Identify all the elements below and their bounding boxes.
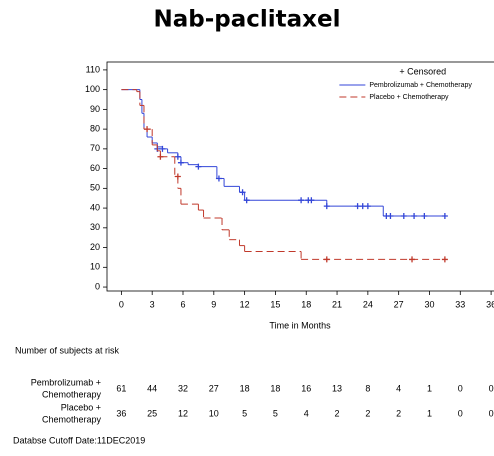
censor-mark (144, 126, 151, 133)
risk-row-label: Pembrolizumab + (31, 377, 101, 387)
censor-mark (411, 212, 418, 219)
censor-mark (421, 212, 428, 219)
risk-count: 5 (242, 408, 247, 418)
y-tick-label: 80 (90, 123, 100, 133)
x-axis-label: Time in Months (269, 320, 331, 330)
risk-count: 0 (489, 383, 494, 393)
y-tick-label: 100 (85, 84, 100, 94)
x-tick-label: 15 (270, 299, 280, 309)
censor-mark (441, 212, 448, 219)
censor-mark (243, 197, 250, 204)
censor-mark (441, 256, 448, 263)
x-tick-label: 21 (332, 299, 342, 309)
censor-mark (409, 256, 416, 263)
risk-count: 4 (396, 383, 401, 393)
risk-count: 18 (240, 383, 250, 393)
risk-count: 2 (365, 408, 370, 418)
x-tick-label: 24 (363, 299, 373, 309)
risk-count: 25 (147, 408, 157, 418)
risk-row-label: Chemotherapy (42, 389, 102, 399)
x-tick-label: 6 (180, 299, 185, 309)
risk-count: 27 (209, 383, 219, 393)
censor-mark (157, 153, 164, 160)
risk-count: 10 (209, 408, 219, 418)
risk-count: 0 (489, 408, 494, 418)
y-tick-label: 70 (90, 143, 100, 153)
risk-count: 4 (304, 408, 309, 418)
y-tick-label: 60 (90, 163, 100, 173)
x-tick-label: 33 (455, 299, 465, 309)
censor-mark (400, 212, 407, 219)
risk-count: 5 (273, 408, 278, 418)
censor-mark (174, 153, 181, 160)
x-tick-label: 18 (301, 299, 311, 309)
risk-count: 13 (332, 383, 342, 393)
y-tick-label: 40 (90, 202, 100, 212)
censor-mark (215, 175, 222, 182)
x-tick-label: 9 (211, 299, 216, 309)
y-tick-label: 110 (86, 64, 100, 74)
y-tick-label: 10 (90, 262, 100, 272)
y-tick-label: 90 (90, 104, 100, 114)
risk-count: 32 (178, 383, 188, 393)
censor-mark (174, 173, 181, 180)
x-tick-label: 36 (486, 299, 494, 309)
censor-mark (387, 212, 394, 219)
risk-table-title: Number of subjects at risk (15, 345, 120, 355)
legend-label: Placebo + Chemotherapy (369, 94, 449, 101)
risk-count: 16 (301, 383, 311, 393)
legend-title: + Censored (399, 66, 446, 76)
y-tick-label: 30 (90, 222, 100, 232)
risk-count: 2 (396, 408, 401, 418)
y-tick-label: 20 (90, 242, 100, 252)
risk-count: 0 (458, 408, 463, 418)
censor-mark (298, 197, 305, 204)
y-tick-label: 50 (90, 183, 100, 193)
risk-count: 44 (147, 383, 157, 393)
censor-mark (308, 197, 315, 204)
x-tick-label: 27 (394, 299, 404, 309)
censor-mark (159, 145, 166, 152)
censor-mark (195, 163, 202, 170)
censor-mark (177, 159, 184, 166)
chart-title: Nab-paclitaxel (154, 7, 341, 33)
censor-mark (323, 203, 330, 210)
risk-count: 1 (427, 383, 432, 393)
legend-label: Pembrolizumab + Chemotherapy (369, 82, 472, 89)
risk-row-label: Chemotherapy (42, 414, 102, 424)
censor-mark (354, 203, 361, 210)
risk-count: 61 (116, 383, 126, 393)
censor-mark (364, 203, 371, 210)
risk-count: 12 (178, 408, 188, 418)
censor-mark (323, 256, 330, 263)
risk-count: 2 (335, 408, 340, 418)
risk-count: 36 (116, 408, 126, 418)
censor-mark (359, 203, 366, 210)
x-tick-label: 12 (240, 299, 250, 309)
y-tick-label: 0 (95, 281, 100, 291)
risk-count: 18 (270, 383, 280, 393)
plot-frame (106, 61, 494, 292)
footnote: Databse Cutoff Date:11DEC2019 (13, 435, 145, 445)
censor-mark (239, 189, 246, 196)
risk-row-label: Placebo + (61, 402, 101, 412)
risk-count: 0 (458, 383, 463, 393)
risk-count: 1 (427, 408, 432, 418)
x-tick-label: 0 (119, 299, 124, 309)
risk-count: 8 (365, 383, 370, 393)
x-tick-label: 30 (424, 299, 434, 309)
x-tick-label: 3 (150, 299, 155, 309)
